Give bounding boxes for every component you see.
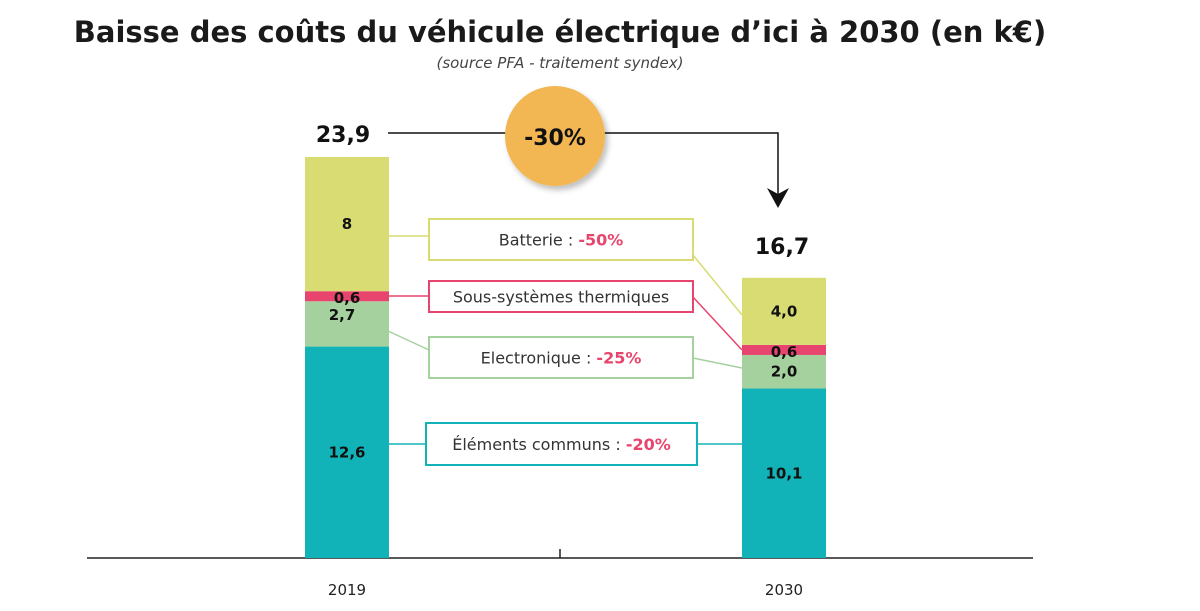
legend-label: Sous-systèmes thermiques	[453, 288, 669, 307]
bar-segment-2019-0	[305, 346, 389, 558]
bar-segment-2019-1	[305, 301, 389, 347]
data-label: 0,6	[771, 343, 798, 361]
chart-title: Baisse des coûts du véhicule électrique …	[74, 15, 1046, 49]
data-label: 2,0	[771, 363, 798, 381]
series-change: -50%	[578, 231, 623, 250]
connector-line	[387, 330, 430, 351]
total-label-2030: 16,7	[755, 235, 809, 260]
change-badge-label: -30%	[524, 126, 586, 151]
legend-box	[428, 336, 694, 379]
series-name: Sous-systèmes thermiques	[453, 288, 669, 307]
bar-segment-2030-3	[742, 277, 826, 345]
connector-line	[692, 296, 743, 351]
bar-segment-2030-1	[742, 354, 826, 389]
legend-label: Batterie : -50%	[499, 231, 624, 250]
series-name: Éléments communs :	[452, 435, 626, 454]
total-label-2019: 23,9	[316, 123, 370, 148]
data-label: 0,6	[334, 289, 361, 307]
chart-subtitle: (source PFA - traitement syndex)	[437, 54, 684, 72]
series-name: Batterie :	[499, 231, 579, 250]
connector-line	[692, 357, 743, 369]
legend-label: Electronique : -25%	[481, 349, 642, 368]
data-label: 4,0	[771, 302, 798, 320]
data-label: 2,7	[329, 306, 356, 324]
bar-segment-2019-2	[305, 291, 389, 302]
data-label: 10,1	[765, 464, 802, 482]
x-tick-label: 2019	[328, 581, 366, 599]
series-change: -20%	[626, 435, 671, 454]
x-tick-label: 2030	[765, 581, 803, 599]
legend-box	[428, 280, 694, 313]
legend-box	[428, 218, 694, 261]
change-badge	[505, 86, 605, 186]
legend-label: Éléments communs : -20%	[452, 435, 671, 454]
bar-segment-2019-3	[305, 156, 389, 292]
data-label: 12,6	[328, 443, 365, 461]
connector-line	[692, 254, 743, 316]
bar-segment-2030-2	[742, 344, 826, 355]
bar-segment-2030-0	[742, 388, 826, 558]
series-name: Electronique :	[481, 349, 597, 368]
legend-box	[425, 422, 698, 466]
series-change: -25%	[596, 349, 641, 368]
data-label: 8	[342, 215, 352, 233]
arrow-head-icon	[767, 188, 789, 208]
